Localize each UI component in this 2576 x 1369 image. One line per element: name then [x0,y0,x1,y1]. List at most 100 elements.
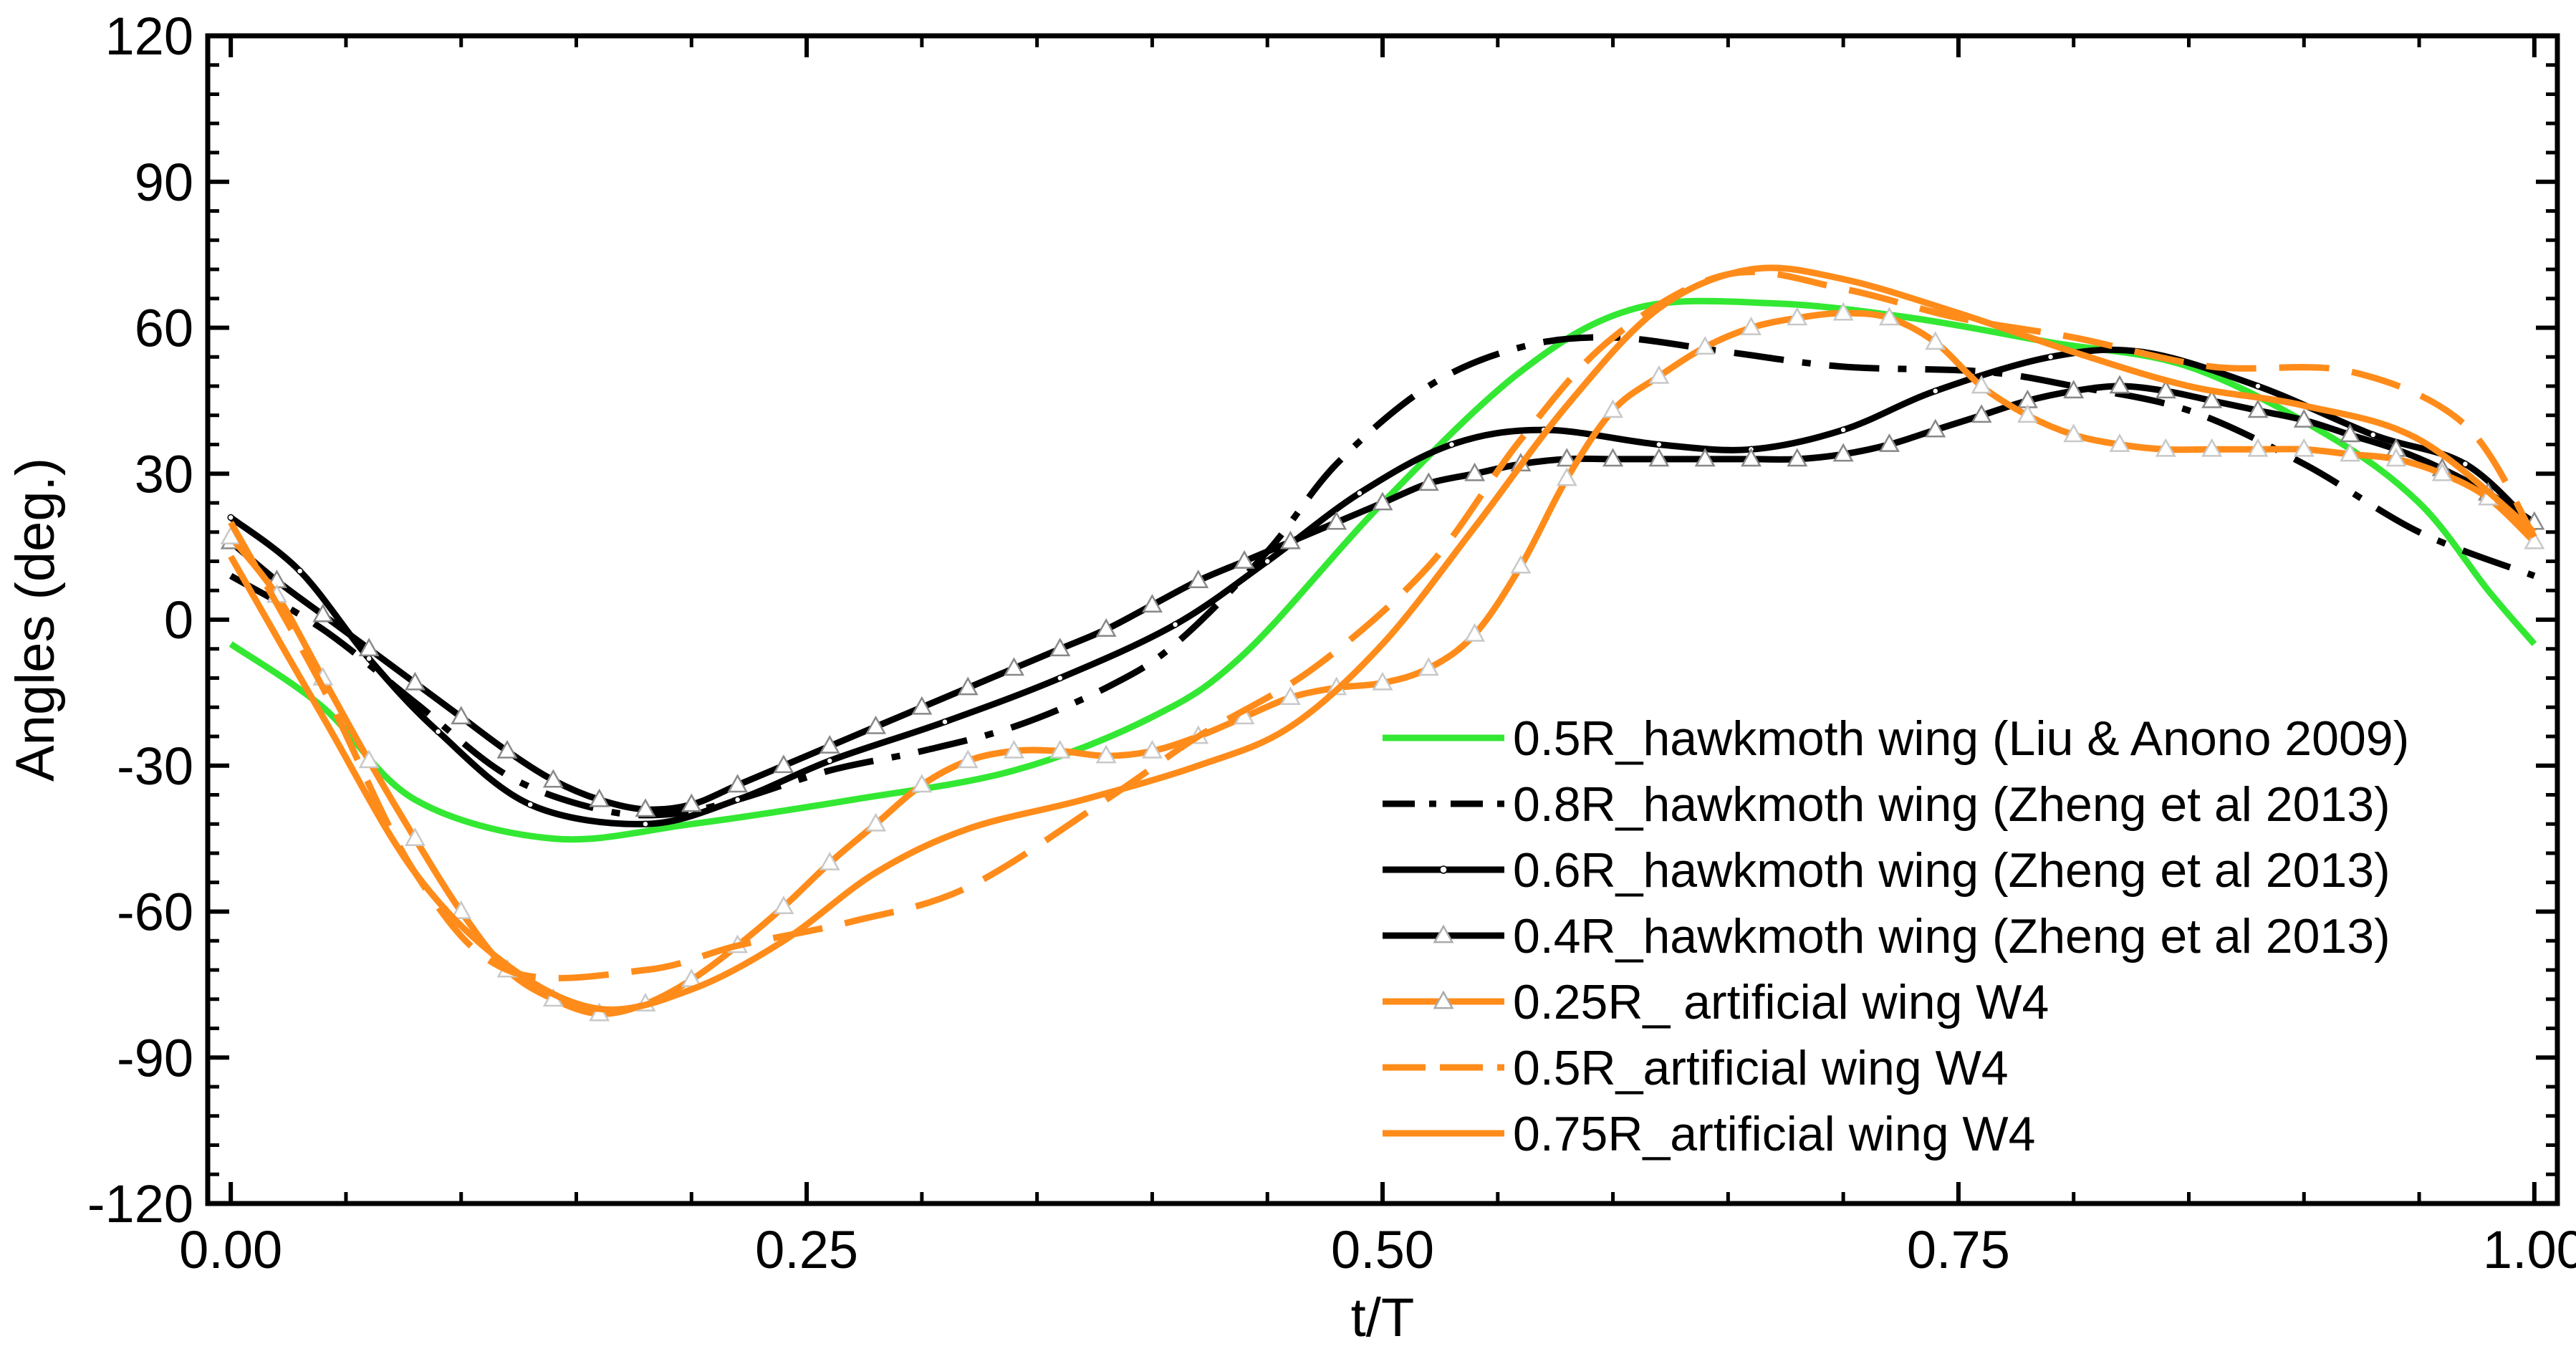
data-point-marker [1448,441,1456,448]
data-point-marker [1279,530,1301,549]
data-point-marker [773,895,794,915]
legend-label: 0.75R_artificial wing W4 [1513,1107,2035,1161]
x-tick-label: 1.00 [2483,1220,2576,1279]
x-axis-title: t/T [1351,1287,1415,1348]
x-tick-label: 0.25 [755,1220,858,1279]
data-point-marker [2063,380,2085,399]
data-point-marker [941,718,948,726]
data-point-marker [1932,388,1939,395]
legend-label: 0.5R_hawkmoth wing (Liu & Anono 2009) [1513,711,2409,766]
data-point-marker [1741,316,1762,335]
data-point-marker [1264,557,1271,565]
data-point-marker [1004,739,1024,759]
data-point-marker [865,812,887,832]
data-point-marker [957,749,979,769]
data-point-marker [1925,418,1946,438]
data-point-marker [2431,462,2453,481]
data-point-marker [227,514,234,522]
data-point-marker [681,793,702,812]
data-point-marker [2293,408,2315,428]
data-point-marker [957,676,979,696]
legend-item: 0.4R_hawkmoth wing (Zheng et al 2013) [1383,909,2390,964]
y-tick-label: 60 [135,299,193,358]
plot-frame [205,33,2560,1206]
data-point-marker [358,638,380,657]
data-point-marker [1464,462,1486,481]
data-point-marker [1787,307,1808,326]
x-tick-label: 0.75 [1907,1220,2010,1279]
data-point-marker [635,798,656,817]
data-point-marker [2109,375,2130,394]
legend-item: 0.75R_artificial wing W4 [1383,1107,2035,1161]
y-tick-label: -30 [117,736,193,796]
data-point-marker [1057,674,1064,682]
axes: -120 -90 -60 -30 0 30 60 90 120 0.00 0.25 0.50 0.75 1… [87,6,2576,1279]
data-point-marker [1878,307,1900,326]
data-point-marker [496,739,518,759]
data-point-marker [2247,438,2269,457]
y-axis-title: Angles (deg.) [5,458,66,782]
legend-item: 0.5R_artificial wing W4 [1383,1041,2009,1095]
y-tick-label: 90 [135,153,193,212]
data-point-marker [1648,448,1670,467]
data-point-marker [1372,491,1393,511]
data-point-marker [1648,365,1670,384]
series-line [229,297,2537,843]
legend-label: 0.25R_ artificial wing W4 [1513,975,2049,1029]
data-point-marker [1878,433,1900,452]
data-point-marker [404,671,426,691]
data-point-marker [1510,554,1532,574]
legend-marker [1433,990,1454,1009]
data-point-marker [312,603,334,623]
data-point-marker [542,769,564,788]
data-point-marker [2063,423,2085,443]
data-point-marker [1095,618,1117,637]
data-point-marker [1141,739,1163,759]
data-point-marker [911,696,933,715]
data-point-marker [1971,375,1992,394]
data-point-marker [1556,467,1577,486]
data-point-marker [819,735,840,754]
data-point-marker [2201,389,2223,408]
data-point-marker [296,567,304,575]
data-point-marker [1095,744,1117,764]
plot-area [220,264,2545,1022]
data-point-marker [1832,302,1854,321]
series-line [228,309,2537,1017]
data-point-marker [1049,739,1071,759]
data-point-marker [1279,686,1301,706]
data-point-marker [527,801,534,808]
data-point-marker [2340,443,2361,462]
data-point-marker [1832,443,1854,462]
legend-label: 0.6R_hawkmoth wing (Zheng et al 2013) [1513,843,2390,898]
data-point-marker [642,820,649,827]
data-point-marker [911,774,933,793]
data-point-marker [1418,657,1439,676]
data-point-marker [2461,460,2469,468]
legend-item: 0.5R_hawkmoth wing (Liu & Anono 2009) [1383,711,2409,766]
data-point-marker [1141,594,1163,613]
data-point-marker [2047,353,2054,360]
legend-label: 0.4R_hawkmoth wing (Zheng et al 2013) [1513,909,2390,964]
data-point-marker [727,774,749,793]
series-1 [229,297,2537,843]
data-point-marker [826,757,833,764]
legend-label: 0.5R_artificial wing W4 [1513,1041,2009,1095]
data-point-marker [734,796,741,804]
x-tick-label: 0.50 [1331,1220,1434,1279]
data-point-marker [773,754,794,774]
y-tick-label: 30 [135,444,193,504]
data-point-marker [2293,438,2315,457]
data-point-marker [2247,399,2269,418]
data-point-marker [2385,448,2407,467]
data-point-marker [1925,331,1946,350]
y-tick-label: -90 [117,1028,193,1087]
series-line [228,264,2537,1013]
series-7 [228,264,2537,1013]
series-5 [220,302,2545,1022]
data-point-marker [1356,489,1363,497]
legend-item: 0.25R_ artificial wing W4 [1383,975,2049,1029]
data-point-marker [2201,438,2223,457]
